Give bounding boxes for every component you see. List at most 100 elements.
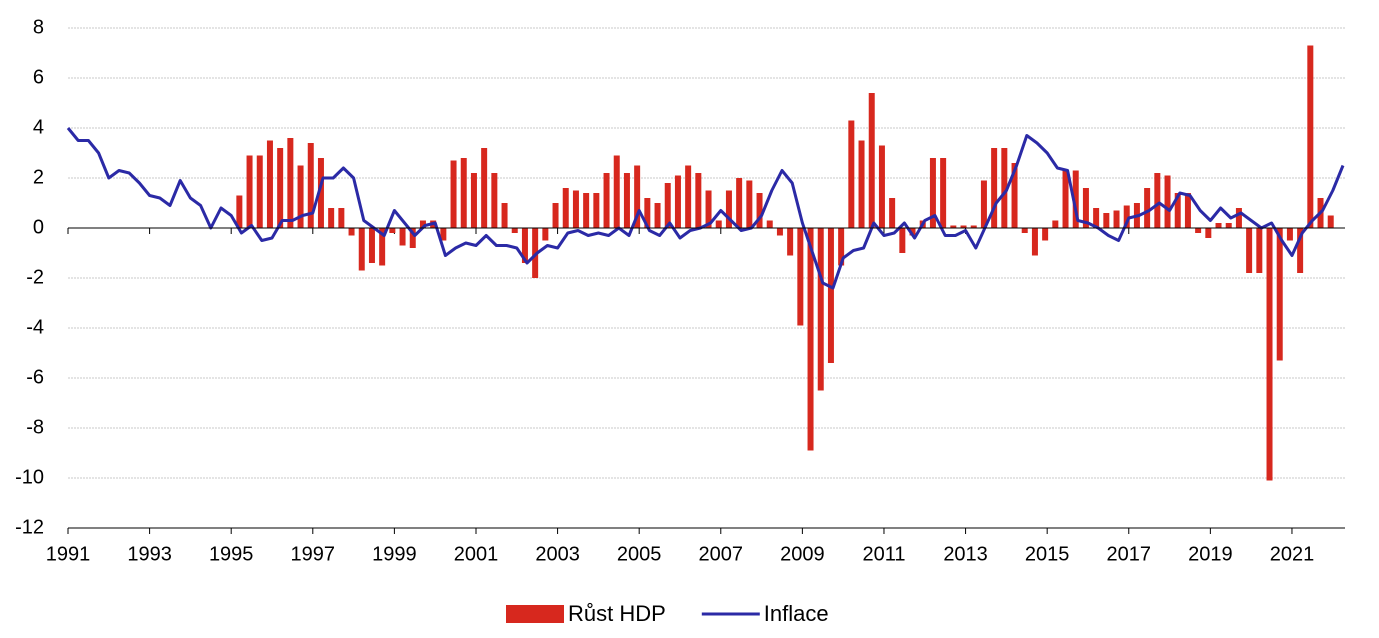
y-tick-label: -10 — [15, 466, 44, 488]
bar — [491, 173, 498, 228]
bar — [858, 140, 865, 228]
bar — [1266, 228, 1273, 481]
bar — [970, 225, 977, 228]
bar — [878, 145, 885, 228]
bar — [909, 228, 916, 236]
bar — [1327, 215, 1334, 228]
bar — [838, 228, 845, 266]
bar — [1286, 228, 1293, 241]
bar — [277, 148, 284, 228]
x-tick-label: 2001 — [454, 543, 499, 565]
x-tick-label: 2003 — [535, 543, 580, 565]
bar — [1011, 163, 1018, 228]
bar — [725, 190, 732, 228]
bar — [379, 228, 386, 266]
bar — [1184, 193, 1191, 228]
bar — [1144, 188, 1151, 228]
bar — [776, 228, 783, 236]
y-tick-label: -12 — [15, 516, 44, 538]
bar — [348, 228, 355, 236]
bar — [297, 165, 304, 228]
bar — [634, 165, 641, 228]
bar — [1001, 148, 1008, 228]
bar — [236, 195, 243, 228]
bar — [1205, 228, 1212, 238]
bar — [1256, 228, 1263, 273]
bar — [613, 155, 620, 228]
bar — [623, 173, 630, 228]
bar — [470, 173, 477, 228]
x-tick-label: 2013 — [943, 543, 988, 565]
bar — [654, 203, 661, 228]
bar — [1174, 193, 1181, 228]
bar — [848, 120, 855, 228]
bar — [1093, 208, 1100, 228]
bar — [1113, 210, 1120, 228]
bar — [409, 228, 416, 248]
x-tick-label: 1997 — [291, 543, 336, 565]
bar — [317, 158, 324, 228]
line — [66, 127, 1345, 290]
bar — [266, 140, 273, 228]
bar — [593, 193, 600, 228]
bar — [807, 228, 814, 451]
bar — [521, 228, 528, 263]
y-tick-label: -8 — [26, 416, 44, 438]
bar — [1246, 228, 1253, 273]
y-tick-label: -4 — [26, 316, 44, 338]
bar — [1123, 205, 1130, 228]
legend-swatch — [506, 605, 564, 623]
bar — [705, 190, 712, 228]
bar — [889, 198, 896, 228]
bar — [562, 188, 569, 228]
y-tick-label: 8 — [33, 16, 44, 38]
bar — [950, 225, 957, 228]
bar — [481, 148, 488, 228]
bar — [501, 203, 508, 228]
bar — [399, 228, 406, 246]
bar — [1297, 228, 1304, 273]
bar — [460, 158, 467, 228]
x-tick-label: 1991 — [46, 543, 91, 565]
bar — [583, 193, 590, 228]
bar — [1031, 228, 1038, 256]
bar — [1307, 45, 1314, 228]
x-tick-label: 2009 — [780, 543, 825, 565]
y-tick-label: -6 — [26, 366, 44, 388]
bar — [1276, 228, 1283, 361]
bar — [766, 220, 773, 228]
bar — [419, 220, 426, 228]
bar — [980, 180, 987, 228]
y-tick-label: 4 — [33, 116, 44, 138]
x-tick-label: 2015 — [1025, 543, 1070, 565]
bar — [664, 183, 671, 228]
bar — [1052, 220, 1059, 228]
bar — [827, 228, 834, 363]
bar — [715, 220, 722, 228]
bar — [940, 158, 947, 228]
bar — [695, 173, 702, 228]
bar — [899, 228, 906, 253]
bar — [644, 198, 651, 228]
bar — [440, 228, 447, 241]
bar — [1082, 188, 1089, 228]
bar — [746, 180, 753, 228]
x-tick-label: 1999 — [372, 543, 417, 565]
legend-label: Růst HDP — [568, 601, 666, 626]
bar — [552, 203, 559, 228]
bar — [797, 228, 804, 326]
bar — [307, 143, 314, 228]
bar — [328, 208, 335, 228]
bar — [1225, 223, 1232, 228]
bar — [338, 208, 345, 228]
bar — [1195, 228, 1202, 233]
y-tick-label: 0 — [33, 216, 44, 238]
bar — [368, 228, 375, 263]
bar — [1103, 213, 1110, 228]
y-tick-label: -2 — [26, 266, 44, 288]
x-tick-label: 2019 — [1188, 543, 1233, 565]
x-tick-label: 2017 — [1107, 543, 1152, 565]
bar — [256, 155, 263, 228]
